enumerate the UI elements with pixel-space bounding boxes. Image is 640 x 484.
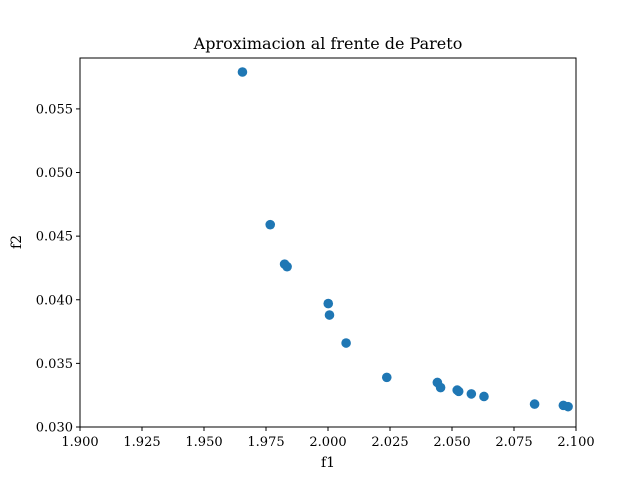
y-tick-label: 0.055 (36, 102, 73, 117)
y-tick-label: 0.050 (36, 166, 73, 181)
y-axis-label: f2 (9, 235, 25, 249)
x-tick-label: 2.100 (557, 435, 594, 450)
data-point (529, 399, 540, 409)
x-tick-label: 1.975 (247, 435, 284, 450)
x-tick-label: 1.950 (185, 435, 222, 450)
y-tick-label: 0.035 (36, 357, 73, 372)
data-point (324, 310, 335, 320)
data-point (237, 67, 248, 77)
x-tick-label: 2.025 (371, 435, 408, 450)
data-point (563, 401, 573, 412)
x-tick-label: 1.925 (123, 435, 160, 450)
y-tick-label: 0.045 (36, 230, 73, 245)
data-point (323, 298, 334, 309)
x-tick-label: 2.000 (309, 435, 346, 450)
plot-frame (79, 57, 577, 428)
x-tick-label: 1.900 (61, 435, 98, 450)
data-points (237, 67, 573, 412)
chart-title: Aproximacion al frente de Pareto (193, 34, 463, 53)
data-point (381, 372, 392, 383)
y-tick-label: 0.030 (36, 421, 73, 436)
x-axis-label: f1 (321, 455, 335, 471)
data-point (435, 382, 446, 393)
data-point (265, 219, 276, 230)
data-point (282, 261, 292, 272)
axis-ticks: 1.900 1.925 1.950 1.975 2.000 2.025 2.050 2.075… (36, 102, 595, 450)
data-point (479, 391, 489, 402)
plot-area (80, 58, 576, 427)
data-point (341, 338, 351, 348)
x-tick-label: 2.075 (495, 435, 532, 450)
x-tick-label: 2.050 (433, 435, 470, 450)
data-point (466, 389, 477, 399)
y-tick-label: 0.040 (36, 293, 73, 308)
data-point (453, 386, 464, 397)
